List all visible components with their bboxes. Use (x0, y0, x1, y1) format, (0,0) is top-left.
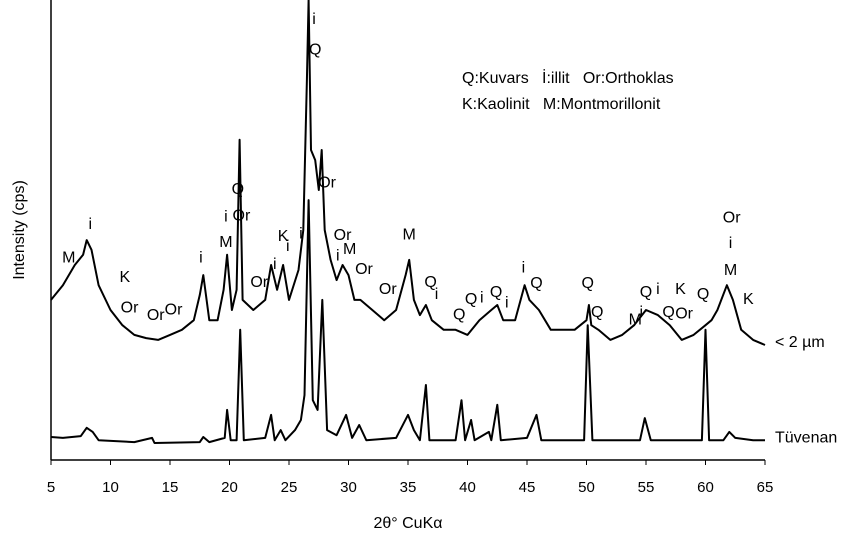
peak-annotation: Q (453, 306, 465, 323)
peak-annotation: i (224, 208, 228, 225)
x-tick-label: 60 (697, 479, 714, 496)
peak-annotation: i (656, 281, 660, 298)
peak-annotation: i (522, 259, 526, 276)
peak-annotation: Q (424, 274, 436, 291)
x-axis-label: 2θ° CuKα (373, 515, 442, 532)
peak-annotation: i (729, 235, 733, 252)
peak-annotation: Or (233, 207, 251, 224)
peak-annotation: Q (697, 286, 709, 303)
x-tick-label: 5 (47, 479, 55, 496)
x-tick-label: 50 (578, 479, 595, 496)
x-tick-label: 15 (162, 479, 179, 496)
peak-annotation: Q (309, 41, 321, 58)
peak-annotation: Or (355, 261, 373, 278)
x-tick-label: 20 (221, 479, 238, 496)
x-tick-label: 10 (102, 479, 119, 496)
peak-annotation: Or (147, 307, 165, 324)
peak-annotation: Q (662, 304, 674, 321)
peak-annotation: Or (675, 305, 693, 322)
series-line (50, 0, 766, 346)
peak-annotation: K (119, 269, 130, 286)
peak-annotation: M (219, 234, 232, 251)
peak-annotation: Q (591, 304, 603, 321)
peak-annotation: K (743, 291, 754, 308)
peak-annotation: K (675, 281, 686, 298)
peak-annotation: Q (530, 275, 542, 292)
peak-annotation: i (286, 238, 290, 255)
peak-annotation: K (278, 228, 289, 245)
peak-annotation: i (480, 289, 484, 306)
y-axis-label: Intensity (cps) (11, 180, 28, 280)
x-tick-label: 35 (400, 479, 417, 496)
series-label: Tüvenan (775, 429, 837, 446)
x-tick-label: 25 (281, 479, 298, 496)
key-line: K:Kaolinit M:Montmorillonit (462, 96, 661, 113)
peak-annotation: Or (165, 301, 183, 318)
peak-annotation: M (403, 226, 416, 243)
x-tick-label: 45 (519, 479, 536, 496)
peak-annotation: i (336, 247, 340, 264)
peak-annotation: M (629, 311, 642, 328)
peak-annotation: Or (318, 174, 336, 191)
x-tick-label: 55 (638, 479, 655, 496)
peak-annotation: Q (640, 284, 652, 301)
series-label: < 2 µm (775, 334, 825, 351)
peak-annotation: Q (490, 284, 502, 301)
peak-annotation: Or (121, 299, 139, 316)
peak-annotation: i (273, 256, 277, 273)
peak-annotation: Or (723, 209, 741, 226)
x-tick-label: 65 (757, 479, 774, 496)
peak-annotation: M (724, 262, 737, 279)
peak-annotation: Q (465, 291, 477, 308)
peak-annotation: i (505, 294, 509, 311)
peak-annotation: Or (334, 227, 352, 244)
peak-annotation: i (435, 286, 439, 303)
peak-annotation: i (88, 216, 92, 233)
peak-annotation: i (299, 225, 303, 242)
peak-annotation: M (62, 249, 75, 266)
peak-annotation: Q (581, 275, 593, 292)
x-tick-label: 40 (459, 479, 476, 496)
peak-annotation: i (312, 11, 316, 28)
peak-annotation: i (199, 249, 203, 266)
key-line: Q:Kuvars İ:illit Or:Orthoklas (462, 68, 674, 87)
peak-annotation: i (639, 304, 643, 321)
series-line (50, 199, 765, 444)
peak-annotation: Or (250, 274, 268, 291)
peak-annotation: Q (232, 181, 244, 198)
x-tick-label: 30 (340, 479, 357, 496)
peak-annotation: M (343, 241, 356, 258)
peak-annotation: Or (379, 281, 397, 298)
